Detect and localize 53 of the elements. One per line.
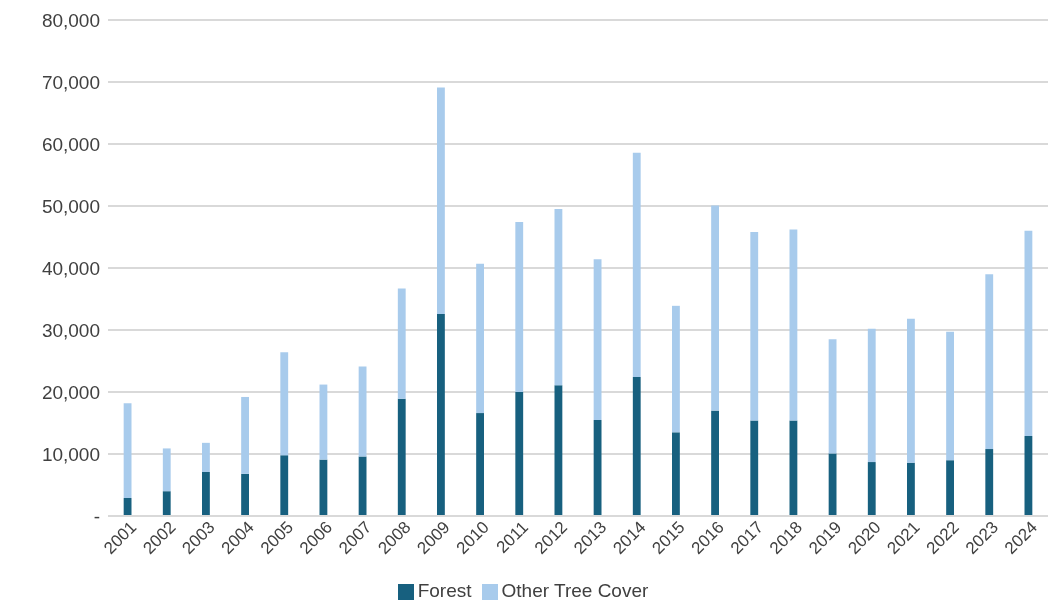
bar xyxy=(515,222,524,392)
bar xyxy=(672,305,680,433)
bar xyxy=(632,377,641,516)
bar xyxy=(672,432,680,516)
bar xyxy=(280,352,289,456)
bar xyxy=(202,442,210,472)
y-tick-label: 60,000 xyxy=(41,133,100,155)
y-tick-label: 50,000 xyxy=(41,195,100,217)
bar xyxy=(280,455,289,516)
bar xyxy=(123,498,132,516)
bar xyxy=(750,232,759,421)
y-tick-label: 10,000 xyxy=(41,443,100,465)
bar xyxy=(946,460,954,516)
bar xyxy=(437,313,445,516)
bar xyxy=(946,331,954,461)
bar xyxy=(907,318,915,463)
bar xyxy=(476,413,484,516)
bar xyxy=(985,449,994,516)
bar xyxy=(867,328,876,463)
bar xyxy=(985,274,994,450)
bar xyxy=(828,339,837,454)
bar xyxy=(593,259,602,420)
y-tick-label: 40,000 xyxy=(41,257,100,279)
bar xyxy=(593,419,602,516)
bar xyxy=(162,448,171,492)
bar xyxy=(123,403,132,499)
y-tick-label: 80,000 xyxy=(41,9,100,31)
y-tick-label: - xyxy=(93,505,100,527)
y-tick-label: 70,000 xyxy=(41,71,100,93)
y-tick-label: 30,000 xyxy=(41,319,100,341)
bar xyxy=(202,471,210,516)
bar xyxy=(1024,436,1033,516)
bar xyxy=(397,398,406,516)
bar xyxy=(241,396,249,474)
bar xyxy=(476,263,484,414)
bar xyxy=(358,456,367,516)
bar xyxy=(867,462,876,516)
y-tick-label: 20,000 xyxy=(41,381,100,403)
bar xyxy=(907,462,915,516)
bar xyxy=(515,392,524,516)
bar xyxy=(397,288,406,399)
bar xyxy=(632,152,641,378)
legend-label: Forest xyxy=(417,580,472,601)
bar xyxy=(162,491,171,516)
bar xyxy=(437,87,445,314)
bar xyxy=(750,420,759,516)
bar xyxy=(241,473,249,516)
bar xyxy=(711,205,719,411)
bar xyxy=(358,366,367,457)
bar xyxy=(711,410,719,516)
bar xyxy=(1024,230,1033,437)
legend-label: Other Tree Cover xyxy=(501,580,649,601)
bar xyxy=(828,453,837,516)
